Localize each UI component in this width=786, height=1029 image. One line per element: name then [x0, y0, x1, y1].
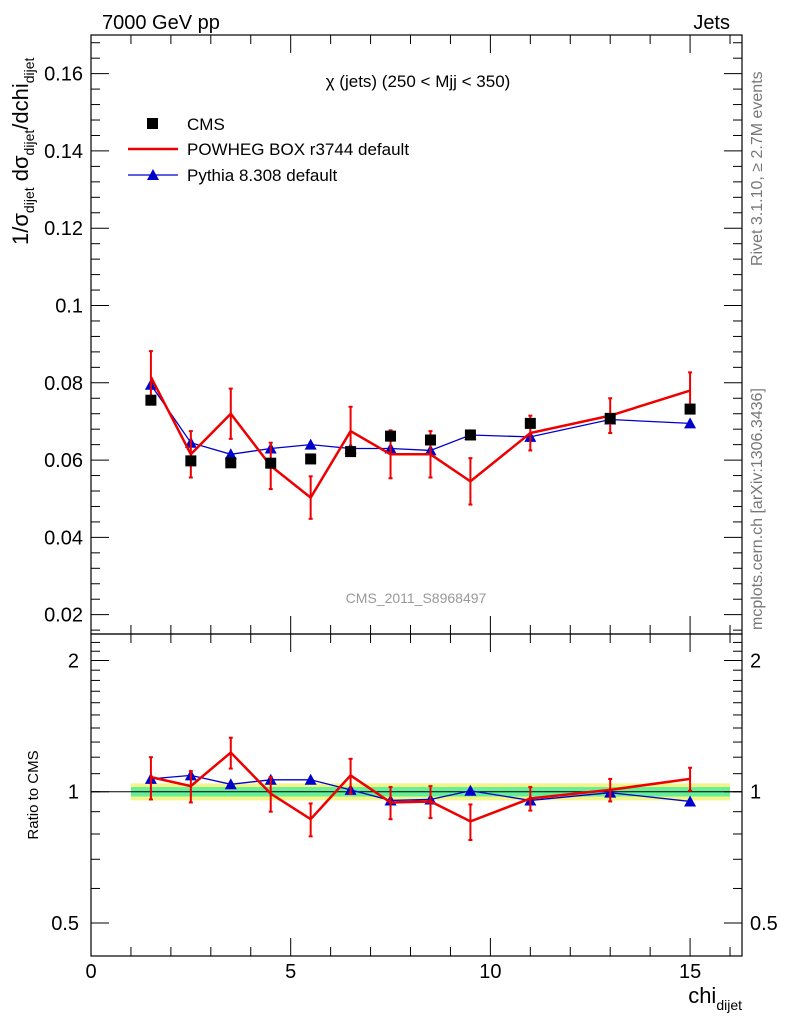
ratio-y-tick-label-right: 1 — [750, 782, 761, 804]
cms-data-point — [684, 403, 696, 415]
cms-data-point — [265, 457, 277, 469]
ratio-data-layer — [144, 736, 697, 841]
ratio-pythia-point — [464, 784, 477, 796]
ratio-y-tick-label-right: 0.5 — [750, 913, 778, 935]
pythia-line — [150, 384, 691, 455]
x-tick-label: 0 — [85, 961, 96, 983]
pythia-point — [304, 438, 317, 450]
cms-data-point — [225, 457, 237, 469]
ratio-y-tick-label-left: 2 — [68, 650, 79, 672]
ratio-y-tick-label-left: 0.5 — [51, 913, 79, 935]
rivet-label: Rivet 3.1.10, ≥ 2.7M events — [749, 71, 766, 266]
main-y-tick-label: 0.08 — [44, 373, 83, 395]
header-left-label: 7000 GeV pp — [102, 12, 220, 34]
main-y-tick-label: 0.16 — [44, 64, 83, 86]
ratio-y-axis-label: Ratio to CMS — [25, 750, 42, 839]
ratio-y-ticks: 0.5 1 2 0.5 1 2 — [51, 641, 778, 935]
powheg-line — [149, 376, 691, 500]
cms-data-point — [305, 453, 317, 465]
x-axis-label: chidijet — [688, 983, 742, 1013]
ratio-powheg-line — [150, 750, 691, 823]
legend-marker-cms — [147, 118, 158, 129]
main-panel: 0.02 0.04 0.06 0.08 0.1 0.12 0.14 0.16 χ (jets)… — [8, 34, 743, 635]
legend-label-cms: CMS — [187, 115, 225, 134]
main-y-tick-label: 0.1 — [55, 296, 83, 318]
cms-data-point — [345, 446, 357, 458]
main-y-tick-label: 0.14 — [44, 141, 83, 163]
cms-data-point — [145, 394, 157, 406]
legend-label-powheg: POWHEG BOX r3744 default — [187, 140, 409, 159]
header-right-label: Jets — [693, 12, 730, 34]
watermark-label: CMS_2011_S8968497 — [346, 590, 487, 606]
plot-title: χ (jets) (250 < Mjj < 350) — [326, 72, 511, 91]
ratio-frame — [90, 633, 743, 957]
cms-data-point — [524, 417, 536, 429]
ratio-y-tick-label-left: 1 — [68, 782, 79, 804]
main-x-ticks — [90, 35, 731, 634]
main-y-tick-label: 0.06 — [44, 450, 83, 472]
x-tick-label: 15 — [679, 961, 701, 983]
cms-data-point — [424, 434, 436, 446]
ratio-pythia-line — [150, 774, 691, 803]
pythia-point — [224, 448, 237, 460]
x-tick-label: 5 — [285, 961, 296, 983]
cms-data-point — [604, 412, 616, 424]
main-y-tick-label: 0.12 — [44, 218, 83, 240]
main-y-tick-label: 0.02 — [44, 605, 83, 627]
main-data-layer — [144, 350, 697, 520]
cms-data-point — [464, 429, 476, 441]
cms-data-point — [385, 430, 397, 442]
pythia-point — [684, 417, 697, 429]
legend: CMS POWHEG BOX r3744 default Pythia 8.30… — [128, 115, 409, 185]
ratio-pythia-point — [224, 778, 237, 790]
ratio-y-tick-label-right: 2 — [750, 650, 761, 672]
ratio-panel: 0.5 1 2 0.5 1 2 0 5 10 15 Ratio to CMS chidijet — [25, 633, 778, 1013]
ratio-x-ticks: 0 5 10 15 — [85, 634, 731, 983]
mcplots-label: mcplots.cern.ch [arXiv:1306.3436] — [749, 388, 766, 630]
ratio-pythia-point — [684, 795, 697, 807]
x-tick-label: 10 — [479, 961, 501, 983]
legend-marker-pythia — [147, 169, 159, 180]
main-y-tick-label: 0.04 — [44, 527, 83, 549]
cms-data-point — [185, 455, 197, 467]
main-y-ticks: 0.02 0.04 0.06 0.08 0.1 0.12 0.14 0.16 — [44, 42, 742, 631]
ratio-pythia-point — [304, 773, 317, 785]
main-y-axis-label: 1/σdijet dσdijet/dchidijet — [8, 57, 37, 245]
legend-label-pythia: Pythia 8.308 default — [187, 166, 338, 185]
